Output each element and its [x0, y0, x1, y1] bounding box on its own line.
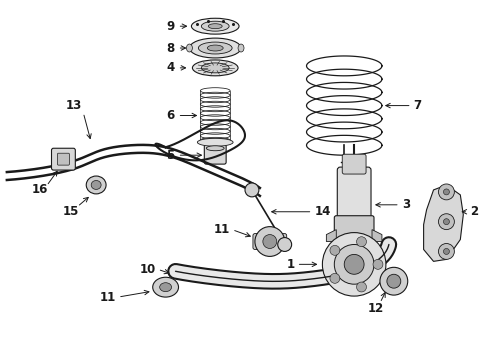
Text: 15: 15 — [63, 205, 79, 218]
FancyBboxPatch shape — [57, 153, 70, 165]
Text: 7: 7 — [414, 99, 422, 112]
Circle shape — [439, 184, 454, 200]
Circle shape — [330, 246, 340, 255]
Text: 2: 2 — [470, 205, 478, 218]
FancyBboxPatch shape — [342, 154, 366, 174]
Circle shape — [334, 244, 374, 284]
Circle shape — [330, 273, 340, 283]
Ellipse shape — [153, 277, 178, 297]
FancyBboxPatch shape — [204, 144, 226, 164]
Circle shape — [443, 219, 449, 225]
Text: 16: 16 — [31, 184, 48, 197]
Ellipse shape — [192, 18, 239, 34]
Circle shape — [263, 235, 277, 248]
Circle shape — [380, 267, 408, 295]
Ellipse shape — [160, 283, 172, 292]
Polygon shape — [424, 185, 464, 261]
Polygon shape — [326, 230, 336, 242]
Circle shape — [439, 214, 454, 230]
Circle shape — [439, 243, 454, 260]
Circle shape — [245, 183, 259, 197]
Text: 9: 9 — [166, 20, 174, 33]
Circle shape — [373, 260, 383, 269]
Ellipse shape — [201, 63, 229, 73]
Text: 1: 1 — [287, 258, 294, 271]
FancyBboxPatch shape — [51, 148, 75, 170]
Text: 12: 12 — [368, 302, 384, 315]
Ellipse shape — [208, 24, 222, 29]
Circle shape — [357, 282, 367, 292]
Text: 4: 4 — [166, 61, 174, 75]
Circle shape — [255, 227, 285, 256]
Ellipse shape — [187, 44, 193, 52]
Ellipse shape — [190, 38, 241, 58]
Ellipse shape — [193, 60, 238, 76]
Text: 3: 3 — [402, 198, 410, 211]
Circle shape — [443, 189, 449, 195]
Text: 14: 14 — [315, 205, 331, 218]
Circle shape — [357, 237, 367, 247]
Circle shape — [278, 238, 292, 251]
Ellipse shape — [206, 146, 224, 151]
Text: 8: 8 — [166, 41, 174, 54]
Text: 5: 5 — [166, 149, 174, 162]
Ellipse shape — [86, 176, 106, 194]
Text: 11: 11 — [100, 291, 116, 303]
FancyBboxPatch shape — [337, 167, 371, 223]
Circle shape — [322, 233, 386, 296]
Ellipse shape — [201, 21, 229, 31]
Ellipse shape — [207, 45, 223, 51]
Text: 10: 10 — [140, 263, 156, 276]
Text: 13: 13 — [65, 99, 81, 112]
Circle shape — [387, 274, 401, 288]
Ellipse shape — [238, 44, 244, 52]
Polygon shape — [372, 230, 382, 242]
FancyBboxPatch shape — [253, 234, 287, 249]
Ellipse shape — [198, 42, 232, 54]
Circle shape — [344, 255, 364, 274]
Text: 6: 6 — [166, 109, 174, 122]
Text: 11: 11 — [214, 223, 230, 236]
FancyBboxPatch shape — [334, 216, 374, 243]
Ellipse shape — [91, 180, 101, 189]
Ellipse shape — [197, 138, 233, 146]
Circle shape — [443, 248, 449, 255]
